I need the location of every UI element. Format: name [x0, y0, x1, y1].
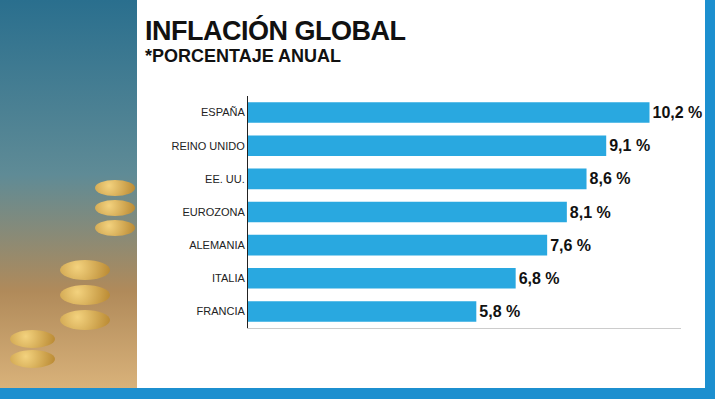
svg-text:5,8 %: 5,8 % — [479, 303, 520, 320]
svg-text:EE. UU.: EE. UU. — [205, 173, 245, 185]
svg-text:REINO UNIDO: REINO UNIDO — [171, 140, 245, 152]
svg-text:ALEMANIA: ALEMANIA — [189, 239, 245, 251]
svg-text:6,8 %: 6,8 % — [519, 270, 560, 287]
svg-text:ESPAÑA: ESPAÑA — [201, 106, 245, 118]
svg-text:9,1 %: 9,1 % — [609, 137, 650, 154]
html-text:INFLACIÓN GLOBAL: INFLACIÓN GLOBAL — [145, 16, 406, 46]
svg-text:8,6 %: 8,6 % — [590, 170, 631, 187]
svg-text:7,6 %: 7,6 % — [550, 237, 591, 254]
html-text:*PORCENTAJE ANUAL: *PORCENTAJE ANUAL — [145, 46, 341, 66]
svg-text:EUROZONA: EUROZONA — [182, 206, 245, 218]
svg-text:10,2 %: 10,2 % — [653, 104, 703, 121]
svg-text:FRANCIA: FRANCIA — [197, 305, 246, 317]
svg-text:ITALIA: ITALIA — [212, 272, 245, 284]
svg-text:8,1 %: 8,1 % — [570, 204, 611, 221]
